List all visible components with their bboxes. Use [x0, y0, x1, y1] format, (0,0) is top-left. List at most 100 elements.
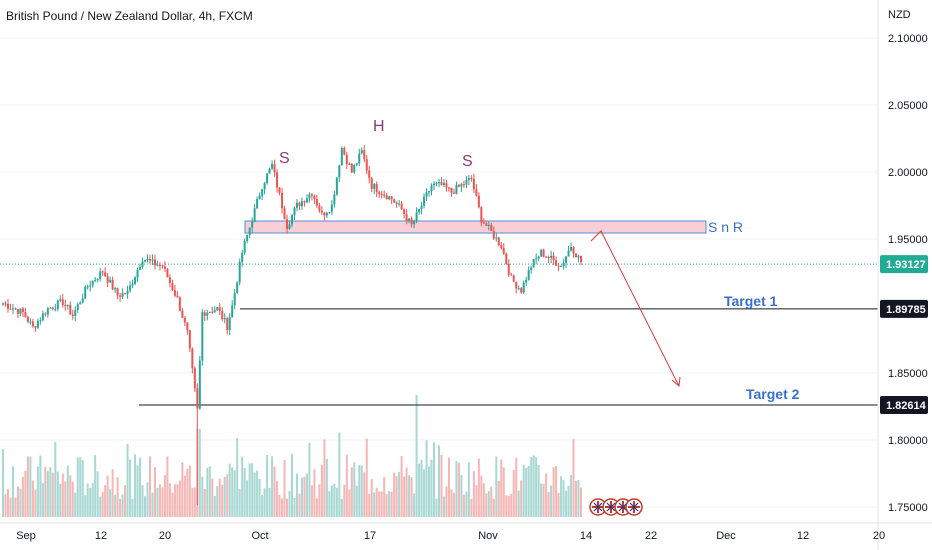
volume-bar: [34, 489, 37, 517]
volume-bar: [360, 465, 363, 517]
volume-bar: [355, 485, 358, 517]
candle-body: [278, 187, 281, 193]
volume-bar: [146, 482, 149, 517]
volume-bar: [241, 456, 244, 517]
candle-body: [61, 299, 64, 306]
volume-bar: [433, 442, 436, 517]
volume-bar: [281, 498, 284, 517]
candle-body: [350, 163, 353, 173]
projection-arrow: [590, 230, 680, 387]
volume-bar: [186, 468, 189, 517]
candle-body: [308, 194, 311, 199]
volume-bar: [96, 471, 99, 517]
candle-body: [223, 318, 226, 320]
candle-body: [343, 148, 346, 155]
candle-body: [11, 308, 14, 310]
candle-body: [510, 274, 513, 276]
volume-bar: [24, 470, 27, 517]
volume-bar: [437, 445, 440, 517]
volume-bar: [111, 469, 114, 517]
candle-body: [433, 183, 436, 186]
volume-bar: [345, 454, 348, 517]
price-axis[interactable]: NZD 2.10000 2.05000 2.00000 1.95000 1.85000 1.…: [877, 0, 928, 550]
volume-bar: [308, 442, 311, 517]
volume-bar: [430, 459, 433, 517]
candle-body: [440, 182, 443, 186]
candle-body: [211, 311, 214, 313]
chart-title: British Pound / New Zealand Dollar, 4h, …: [6, 9, 253, 23]
volume-bar: [447, 457, 450, 517]
snr-label: S n R: [708, 219, 743, 235]
candle-body: [9, 308, 12, 310]
candle-body: [19, 308, 22, 314]
candle-body: [116, 288, 119, 296]
volume-bar: [106, 475, 109, 517]
candle-body: [485, 223, 488, 226]
volume-bar: [428, 466, 431, 517]
volume-bar: [44, 466, 47, 517]
horizontal-levels[interactable]: [0, 263, 878, 406]
volume-bar: [545, 473, 548, 517]
candle-body: [126, 290, 129, 295]
candle-body: [455, 184, 458, 194]
candle-body: [522, 282, 525, 293]
volume-bar: [29, 456, 32, 517]
volume-bar: [480, 475, 483, 517]
volume-bar: [527, 466, 530, 517]
volume-bar: [168, 483, 171, 517]
volume-bar: [231, 467, 234, 517]
volume-bar: [188, 465, 191, 517]
candle-body: [368, 170, 371, 179]
volume-bar: [318, 484, 321, 517]
snr-zone[interactable]: [244, 220, 707, 234]
candle-body: [532, 259, 535, 268]
volume-bar: [16, 486, 19, 517]
candle-body: [79, 302, 82, 305]
volume-bar: [71, 481, 74, 517]
volume-bar: [258, 478, 261, 517]
candle-body: [71, 314, 74, 317]
volume-bar: [295, 473, 298, 517]
price-tick: 1.95000: [888, 234, 928, 246]
candle-body: [271, 164, 274, 169]
time-axis[interactable]: Sep 12 20 Oct 17 Nov 14 22 Dec 12 20: [0, 522, 932, 542]
volume-bar: [560, 476, 563, 517]
volume-bar: [124, 485, 127, 517]
volume-bar: [505, 495, 508, 517]
time-tick: 12: [95, 530, 107, 542]
volume-bar: [500, 459, 503, 517]
candle-body: [69, 305, 72, 315]
candle-body: [201, 312, 204, 361]
candle-body: [442, 183, 445, 186]
candle-body: [500, 245, 503, 249]
candle-body: [273, 164, 276, 173]
flag-badges[interactable]: [589, 498, 643, 516]
volume-bar: [530, 457, 533, 517]
projection-arrows[interactable]: [590, 230, 681, 387]
candle-body: [106, 276, 109, 283]
candle-body: [236, 282, 239, 294]
time-tick: 22: [645, 530, 657, 542]
volume-bar: [385, 494, 388, 517]
candle-body: [325, 212, 328, 216]
candle-body: [450, 187, 453, 193]
volume-bar: [131, 498, 134, 517]
volume-bar: [119, 498, 122, 517]
candle-body: [452, 192, 455, 194]
candle-body: [348, 163, 351, 165]
volume-bar: [54, 442, 57, 517]
time-tick: 17: [364, 530, 376, 542]
volume-bar: [171, 492, 174, 517]
volume-bar: [181, 462, 184, 517]
candle-body: [216, 307, 219, 311]
volume-bar: [467, 462, 470, 517]
volume-bar: [490, 486, 493, 517]
current-price-tag: 1.93127: [886, 259, 926, 271]
candle-body: [158, 264, 161, 266]
candle-body: [29, 321, 32, 323]
candle-body: [256, 198, 259, 209]
volume-bar: [540, 483, 543, 517]
candle-body: [475, 189, 478, 196]
volume-bar: [121, 494, 124, 517]
